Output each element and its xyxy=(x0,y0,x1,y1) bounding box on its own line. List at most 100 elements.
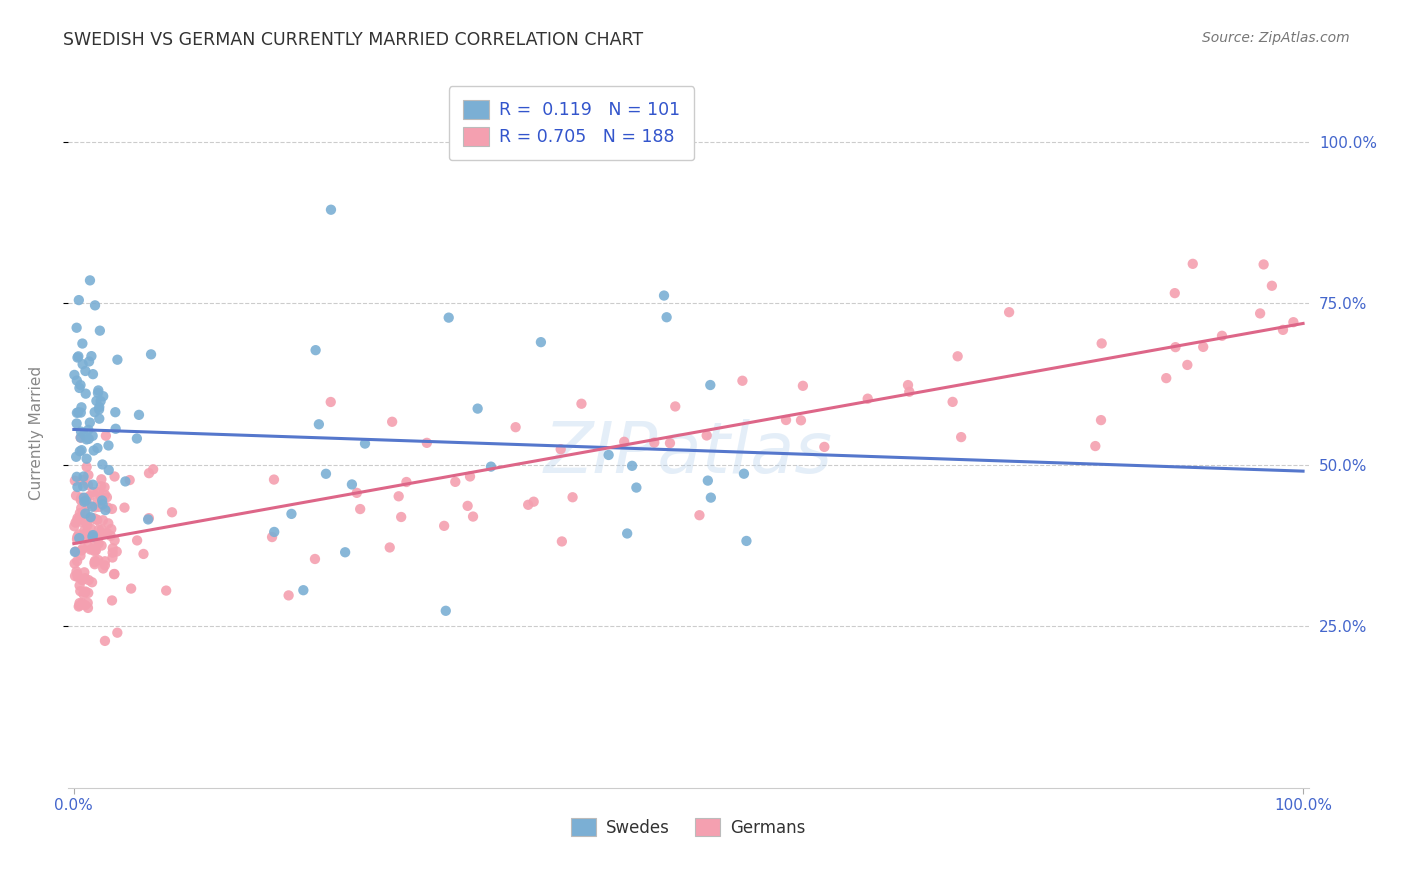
Point xyxy=(142,462,165,476)
Point xyxy=(731,374,754,388)
Point xyxy=(733,467,755,481)
Point xyxy=(83,511,105,525)
Point xyxy=(292,583,315,598)
Point xyxy=(70,596,93,610)
Point xyxy=(82,511,104,525)
Point xyxy=(77,423,100,437)
Point xyxy=(70,401,93,415)
Point xyxy=(616,526,638,541)
Point xyxy=(263,524,285,539)
Legend: Swedes, Germans: Swedes, Germans xyxy=(565,812,813,844)
Point xyxy=(77,573,100,587)
Point xyxy=(66,351,89,365)
Point xyxy=(700,491,723,505)
Point xyxy=(128,408,150,422)
Point xyxy=(66,406,89,420)
Point xyxy=(76,518,98,533)
Point xyxy=(479,459,502,474)
Point xyxy=(90,539,112,553)
Point xyxy=(70,491,93,505)
Point xyxy=(76,491,98,505)
Point xyxy=(77,468,100,483)
Point xyxy=(65,450,87,464)
Point xyxy=(91,458,114,472)
Point xyxy=(89,324,111,338)
Point xyxy=(1164,340,1187,354)
Point xyxy=(67,599,90,613)
Point xyxy=(688,508,710,523)
Point xyxy=(103,469,125,483)
Point xyxy=(319,202,342,217)
Point xyxy=(104,422,127,436)
Point xyxy=(1164,286,1187,301)
Point xyxy=(90,472,112,486)
Point xyxy=(69,431,91,445)
Point xyxy=(1154,371,1177,385)
Point xyxy=(66,533,89,547)
Point xyxy=(626,481,648,495)
Point xyxy=(75,584,97,599)
Point xyxy=(69,493,91,508)
Point xyxy=(349,502,371,516)
Point xyxy=(551,534,574,549)
Point xyxy=(91,389,114,403)
Point xyxy=(70,543,93,558)
Point xyxy=(1211,328,1233,343)
Point xyxy=(1253,257,1275,271)
Point xyxy=(77,432,100,446)
Point xyxy=(94,554,117,568)
Point xyxy=(79,542,101,557)
Point xyxy=(77,354,100,368)
Point xyxy=(82,429,104,443)
Point xyxy=(82,485,104,500)
Point xyxy=(66,554,89,568)
Point xyxy=(89,528,111,542)
Point xyxy=(97,516,120,531)
Point xyxy=(66,513,89,527)
Point xyxy=(1091,336,1114,351)
Point xyxy=(75,515,97,529)
Point xyxy=(66,320,89,334)
Point xyxy=(65,544,87,558)
Point xyxy=(83,544,105,558)
Point xyxy=(308,417,330,432)
Point xyxy=(84,543,107,558)
Point xyxy=(75,532,97,546)
Point xyxy=(91,513,114,527)
Text: Source: ZipAtlas.com: Source: ZipAtlas.com xyxy=(1202,31,1350,45)
Point xyxy=(395,475,418,489)
Point xyxy=(950,430,973,444)
Point xyxy=(775,413,797,427)
Point xyxy=(67,405,90,419)
Point xyxy=(304,552,326,566)
Point xyxy=(97,438,120,452)
Point xyxy=(461,509,484,524)
Point xyxy=(93,480,115,494)
Point xyxy=(333,545,356,559)
Point xyxy=(86,513,108,527)
Point xyxy=(69,506,91,520)
Point xyxy=(75,598,97,612)
Point xyxy=(87,402,110,417)
Point xyxy=(280,507,302,521)
Point xyxy=(86,441,108,455)
Point xyxy=(388,489,411,503)
Point xyxy=(643,435,665,450)
Point xyxy=(83,405,105,419)
Point xyxy=(550,442,572,457)
Point xyxy=(63,368,86,382)
Point xyxy=(67,599,90,614)
Point xyxy=(70,443,93,458)
Point xyxy=(155,583,177,598)
Point xyxy=(1272,323,1295,337)
Point xyxy=(75,507,97,521)
Point xyxy=(262,530,284,544)
Point xyxy=(72,357,94,371)
Point xyxy=(1175,358,1198,372)
Point xyxy=(94,503,117,517)
Point xyxy=(434,604,457,618)
Point xyxy=(87,536,110,550)
Point xyxy=(69,578,91,592)
Point xyxy=(998,305,1021,319)
Point xyxy=(101,502,124,516)
